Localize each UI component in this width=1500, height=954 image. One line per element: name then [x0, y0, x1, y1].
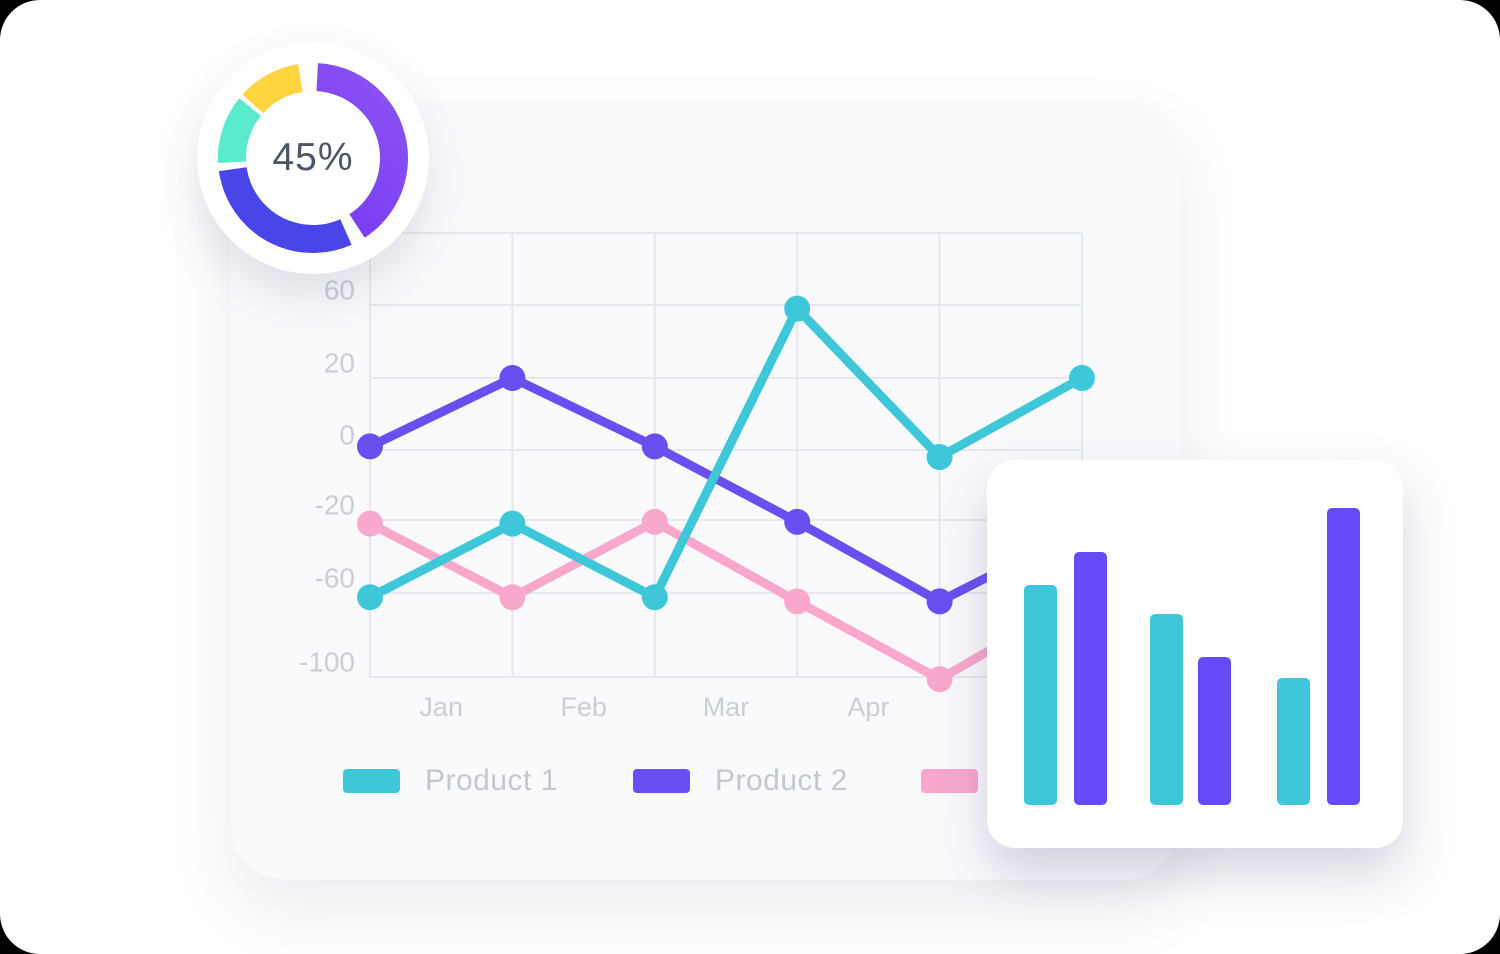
data-point-dot — [784, 508, 811, 535]
data-point-dot — [926, 666, 953, 693]
line-series — [365, 304, 1087, 602]
data-point-dot — [357, 433, 383, 460]
data-point-dot — [641, 433, 668, 460]
bar-2 — [1074, 552, 1107, 805]
x-axis-tick-label: Mar — [703, 692, 750, 722]
bar-6 — [1327, 508, 1360, 805]
line-series — [365, 517, 1087, 684]
legend-label-product-2: Product 2 — [715, 764, 848, 797]
y-axis-tick-label: -20 — [315, 489, 355, 520]
donut-segment-teal — [218, 63, 408, 253]
donut-chart — [218, 62, 408, 253]
x-axis-tick-label: Feb — [560, 692, 607, 722]
y-axis-tick-label: 20 — [324, 347, 355, 378]
legend-swatch-product-1 — [343, 769, 400, 793]
y-axis-tick-label: 0 — [339, 419, 355, 450]
donut-gauge-widget: 45% — [197, 42, 429, 274]
data-point-dot — [641, 584, 668, 611]
bar-chart-card — [987, 460, 1403, 848]
data-point-dot — [926, 444, 953, 470]
data-point-dot — [1069, 365, 1095, 391]
line-chart: 60 20 0 -20 -60 -100 Jan Feb Mar Apr — [299, 232, 1095, 722]
x-axis-tick-label: Jan — [419, 692, 463, 722]
donut-segment-yellow — [218, 62, 408, 253]
y-axis-tick-label: -60 — [315, 562, 355, 593]
legend-label-product-1: Product 1 — [425, 764, 558, 797]
bar-5 — [1277, 678, 1310, 805]
bar-4 — [1198, 657, 1231, 805]
data-point-dot — [784, 588, 811, 615]
y-axis-tick-label: 60 — [324, 274, 355, 305]
legend-item-product-2: Product 2 — [633, 764, 848, 797]
data-point-dot — [499, 510, 526, 537]
x-axis-tick-label: Apr — [847, 692, 889, 722]
bar-1 — [1024, 585, 1057, 805]
data-point-dot — [499, 584, 526, 611]
legend-swatch-product-3 — [921, 769, 978, 793]
data-point-dot — [357, 584, 383, 611]
legend-swatch-product-2 — [633, 769, 690, 793]
legend-item-product-1: Product 1 — [343, 764, 558, 797]
donut-segment-violet — [218, 63, 408, 253]
donut-percentage-value: 45% — [272, 136, 354, 179]
bar-3 — [1150, 614, 1183, 805]
data-point-dot — [784, 295, 811, 322]
line-series — [365, 373, 1087, 606]
data-point-dot — [926, 588, 953, 615]
legend-item-product-3 — [921, 768, 1003, 794]
data-point-dot — [357, 510, 383, 537]
data-point-dot — [641, 508, 668, 535]
data-point-dot — [499, 365, 526, 391]
y-axis-tick-label: -100 — [299, 646, 355, 677]
